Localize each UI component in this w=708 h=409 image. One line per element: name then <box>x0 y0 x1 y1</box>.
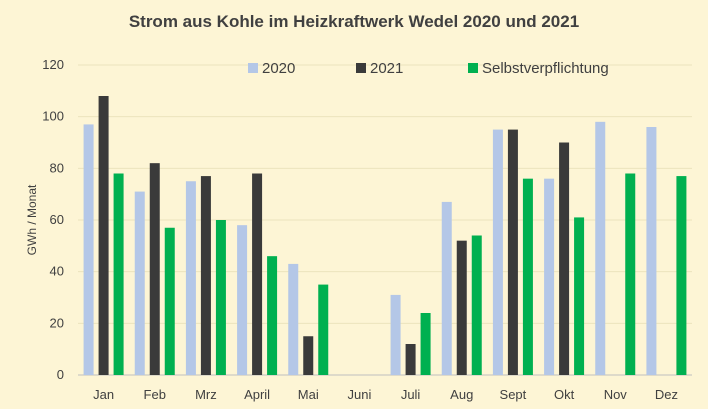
y-tick-label: 40 <box>50 264 64 279</box>
bar-2020 <box>492 129 503 375</box>
legend-swatch <box>248 63 258 73</box>
x-tick-label: Nov <box>604 387 628 402</box>
bar-2020 <box>237 225 248 375</box>
x-tick-label: April <box>244 387 270 402</box>
legend-swatch <box>356 63 366 73</box>
bar-2021 <box>252 173 263 375</box>
bar-2021 <box>559 142 570 375</box>
y-tick-label: 60 <box>50 212 64 227</box>
x-tick-label: Mai <box>298 387 319 402</box>
bar-2021 <box>303 336 314 375</box>
y-tick-label: 20 <box>50 315 64 330</box>
bar-2020 <box>288 263 299 375</box>
y-tick-label: 120 <box>42 57 64 72</box>
x-tick-label: Aug <box>450 387 473 402</box>
x-tick-label: Sept <box>500 387 527 402</box>
bar-selbstverpflichtung <box>215 220 226 375</box>
y-axis-label: GWh / Monat <box>25 184 39 255</box>
bar-selbstverpflichtung <box>318 284 329 375</box>
bar-selbstverpflichtung <box>574 217 585 375</box>
chart-title: Strom aus Kohle im Heizkraftwerk Wedel 2… <box>128 12 580 31</box>
x-tick-label: Mrz <box>195 387 217 402</box>
bar-2020 <box>595 121 606 375</box>
x-tick-label: Jan <box>93 387 114 402</box>
x-tick-label: Juli <box>401 387 421 402</box>
bar-selbstverpflichtung <box>522 178 533 375</box>
bar-2021 <box>456 240 467 375</box>
bar-2020 <box>544 178 555 375</box>
x-tick-label: Feb <box>144 387 166 402</box>
bar-2020 <box>134 191 145 375</box>
y-tick-label: 100 <box>42 109 64 124</box>
bar-2020 <box>646 127 657 375</box>
bar-2021 <box>507 129 518 375</box>
bar-selbstverpflichtung <box>625 173 636 375</box>
bar-selbstverpflichtung <box>420 313 431 375</box>
legend-label: 2020 <box>262 60 295 77</box>
x-tick-label: Okt <box>554 387 575 402</box>
bar-selbstverpflichtung <box>471 235 482 375</box>
bar-selbstverpflichtung <box>164 227 175 375</box>
bar-2021 <box>149 163 160 375</box>
bar-selbstverpflichtung <box>267 256 278 375</box>
legend-swatch <box>468 63 478 73</box>
bar-selbstverpflichtung <box>113 173 124 375</box>
bar-2020 <box>83 124 94 376</box>
x-tick-label: Juni <box>347 387 371 402</box>
y-tick-label: 80 <box>50 160 64 175</box>
bar-2020 <box>390 294 401 375</box>
x-tick-label: Dez <box>655 387 678 402</box>
bar-2020 <box>441 201 452 375</box>
bar-2020 <box>185 181 196 375</box>
y-tick-label: 0 <box>57 367 64 382</box>
bar-selbstverpflichtung <box>676 176 687 375</box>
bar-2021 <box>405 344 416 375</box>
legend-label: Selbstverpflichtung <box>482 60 609 77</box>
bar-2021 <box>200 176 211 375</box>
legend-label: 2021 <box>370 60 403 77</box>
bar-2021 <box>98 96 109 375</box>
